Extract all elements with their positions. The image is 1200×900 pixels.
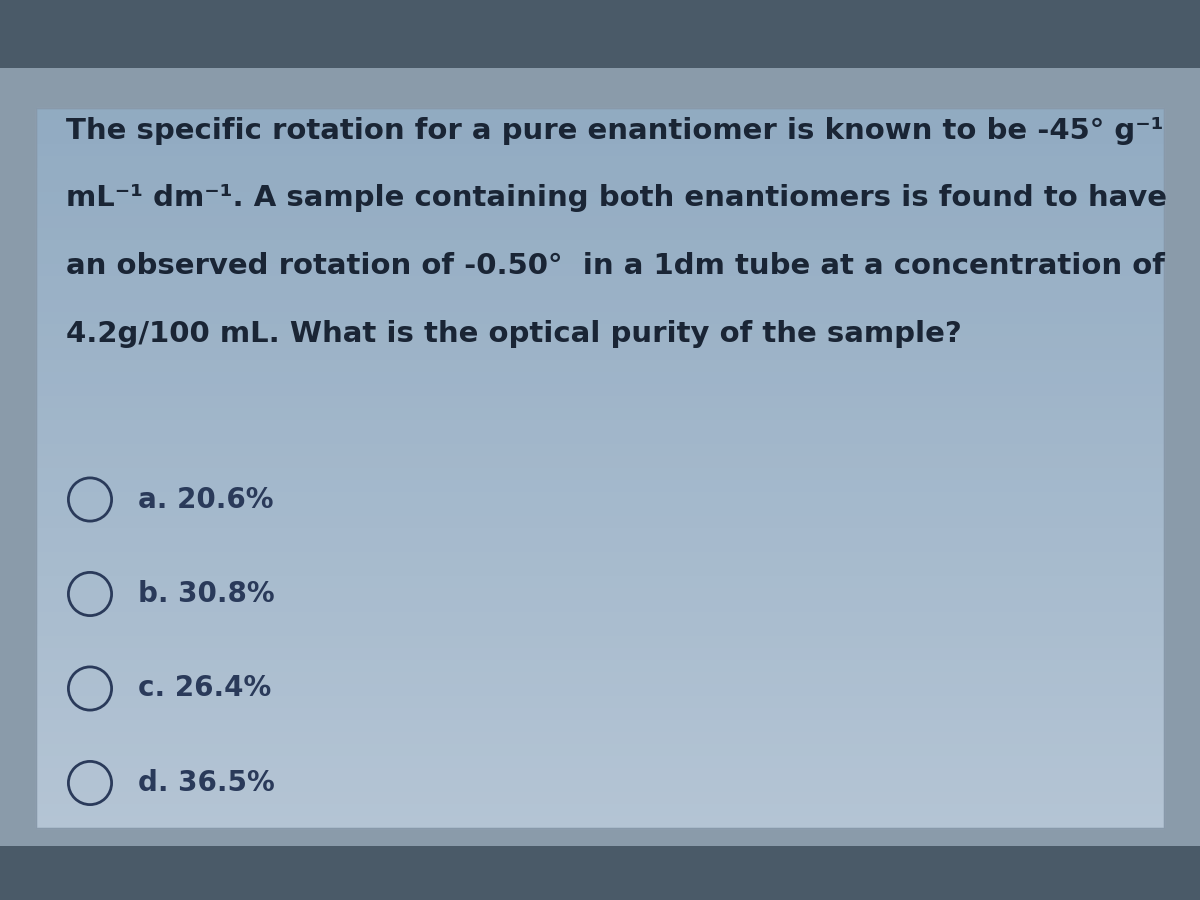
Bar (36, 108, 1164, 120)
Bar (36, 456, 1164, 468)
Bar (36, 384, 1164, 396)
Text: The specific rotation for a pure enantiomer is known to be -45° g⁻¹: The specific rotation for a pure enantio… (66, 117, 1164, 145)
Bar (36, 792, 1164, 804)
Bar (36, 120, 1164, 132)
Bar (36, 444, 1164, 456)
Bar (36, 636, 1164, 648)
Bar (36, 732, 1164, 744)
Bar (36, 420, 1164, 432)
Bar (36, 228, 1164, 240)
Bar (36, 720, 1164, 732)
Text: b. 30.8%: b. 30.8% (138, 580, 275, 608)
Bar (36, 360, 1164, 372)
Bar (36, 540, 1164, 552)
Bar (36, 804, 1164, 816)
Bar (36, 588, 1164, 600)
Bar (36, 156, 1164, 168)
Bar (36, 108, 1164, 828)
Bar (36, 240, 1164, 252)
Bar (36, 468, 1164, 480)
Bar (36, 684, 1164, 696)
Text: 4.2g/100 mL. What is the optical purity of the sample?: 4.2g/100 mL. What is the optical purity … (66, 320, 961, 347)
Bar (36, 144, 1164, 156)
Bar (36, 672, 1164, 684)
Bar (36, 432, 1164, 444)
Bar (36, 708, 1164, 720)
Bar (36, 552, 1164, 564)
Bar (36, 516, 1164, 528)
Bar (36, 528, 1164, 540)
Bar (36, 264, 1164, 276)
Bar (36, 696, 1164, 708)
Bar (36, 744, 1164, 756)
Bar (36, 576, 1164, 588)
Bar (36, 480, 1164, 492)
Bar (36, 348, 1164, 360)
Bar (0, 0, 1200, 68)
Bar (36, 612, 1164, 624)
Text: c. 26.4%: c. 26.4% (138, 674, 271, 703)
Bar (36, 192, 1164, 204)
Bar (36, 336, 1164, 348)
Bar (36, 816, 1164, 828)
Text: mL⁻¹ dm⁻¹. A sample containing both enantiomers is found to have: mL⁻¹ dm⁻¹. A sample containing both enan… (66, 184, 1166, 212)
Bar (36, 180, 1164, 192)
Bar (36, 600, 1164, 612)
Bar (36, 768, 1164, 780)
Bar (36, 780, 1164, 792)
Bar (36, 492, 1164, 504)
Bar (36, 252, 1164, 264)
Text: d. 36.5%: d. 36.5% (138, 769, 275, 797)
Bar (36, 648, 1164, 660)
Bar (36, 276, 1164, 288)
Bar (36, 300, 1164, 312)
Bar (36, 372, 1164, 384)
Bar (36, 168, 1164, 180)
Bar (36, 108, 1164, 828)
Bar (36, 408, 1164, 420)
Bar (36, 204, 1164, 216)
Bar (36, 624, 1164, 636)
Bar (36, 132, 1164, 144)
Bar (36, 756, 1164, 768)
Bar (36, 216, 1164, 228)
Bar (0, 846, 1200, 900)
Text: a. 20.6%: a. 20.6% (138, 485, 274, 514)
Bar (36, 324, 1164, 336)
Bar (36, 660, 1164, 672)
Bar (36, 288, 1164, 300)
Bar (36, 312, 1164, 324)
Bar (36, 504, 1164, 516)
Bar (36, 564, 1164, 576)
Text: an observed rotation of -0.50°  in a 1dm tube at a concentration of: an observed rotation of -0.50° in a 1dm … (66, 252, 1165, 280)
Bar (36, 396, 1164, 408)
